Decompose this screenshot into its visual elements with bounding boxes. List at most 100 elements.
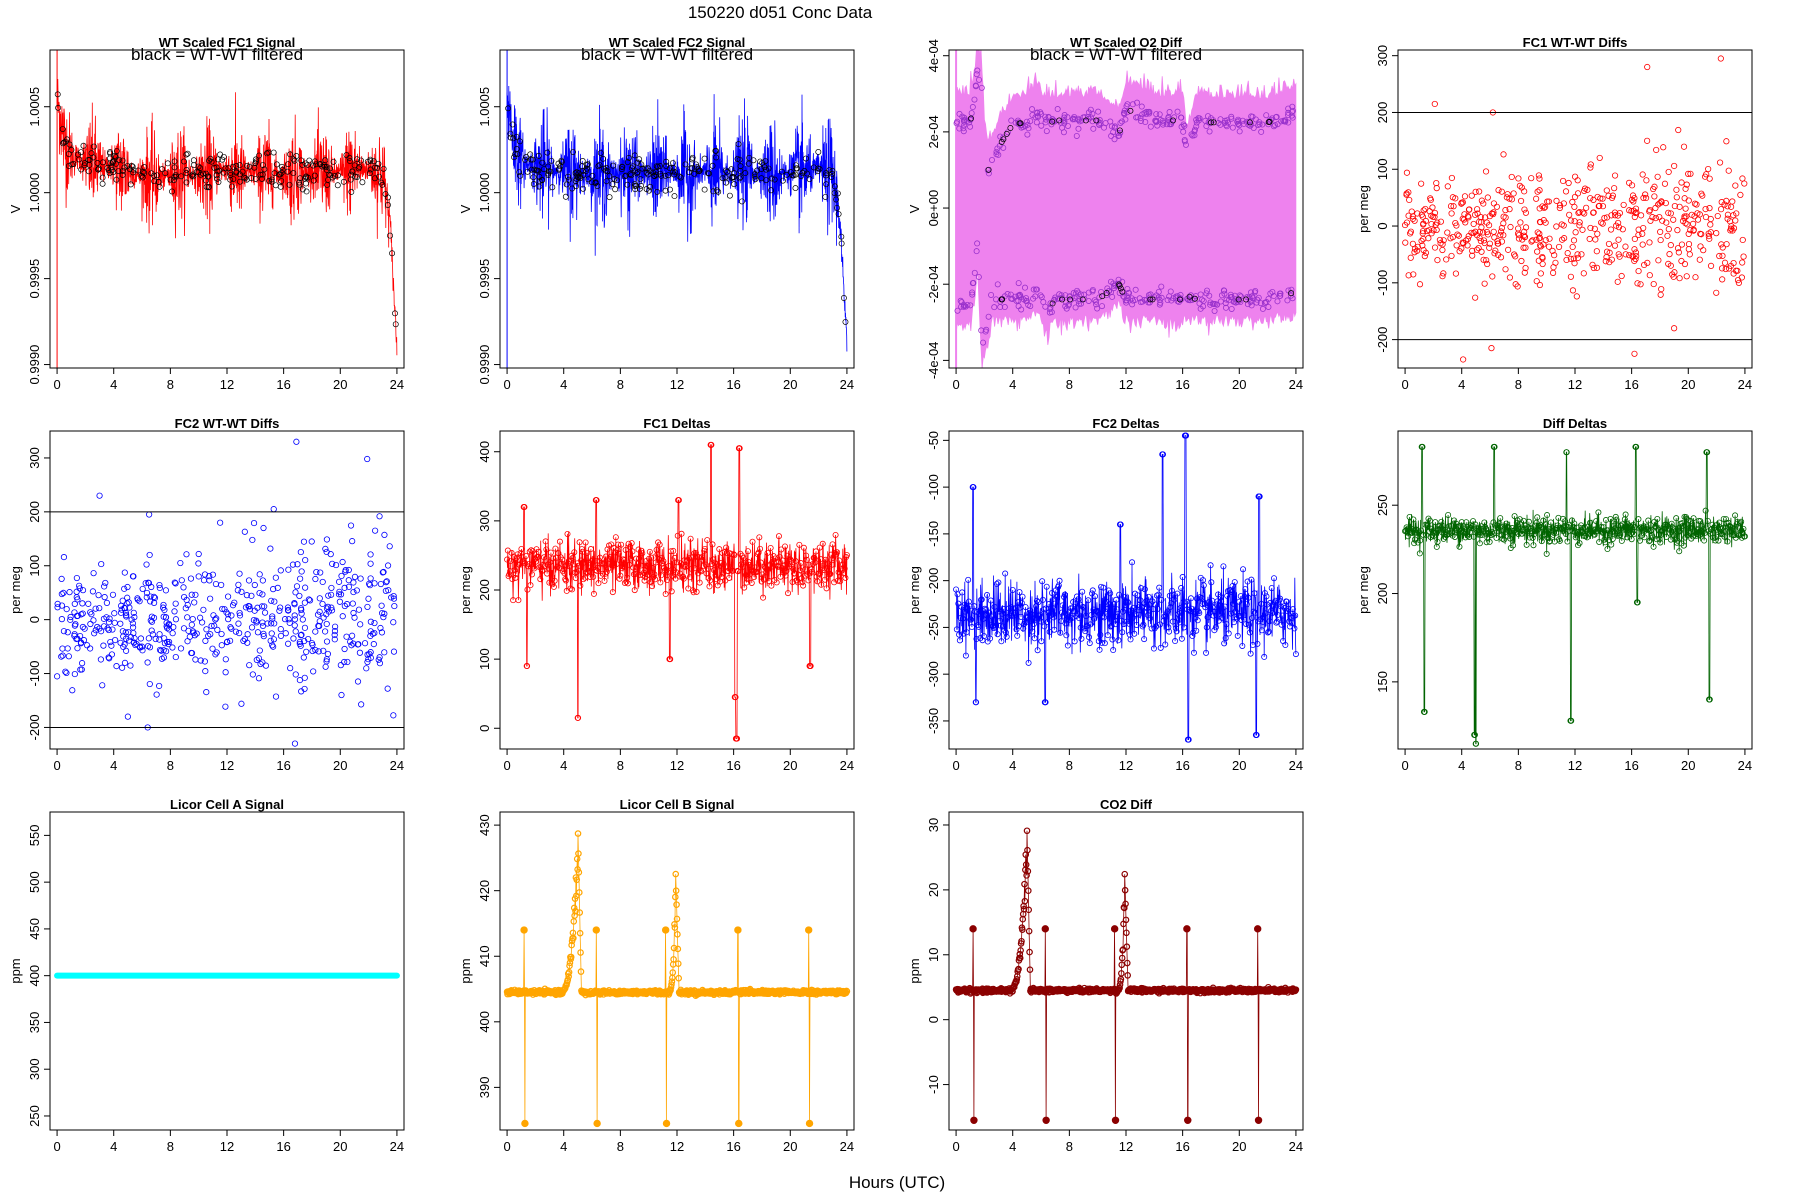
- data-point: [335, 591, 343, 598]
- data-point: [1605, 240, 1613, 248]
- data-point: [218, 630, 225, 638]
- data-point: [1119, 629, 1126, 636]
- filtered-point: [119, 167, 126, 174]
- data-point: [669, 969, 677, 976]
- data-point: [1198, 595, 1205, 602]
- filtered-point: [266, 177, 273, 184]
- envelope-point: [1018, 121, 1025, 128]
- x-tick-label: 4: [1458, 377, 1465, 392]
- data-point: [1698, 231, 1705, 238]
- data-point: [1654, 173, 1661, 180]
- data-point: [1015, 623, 1022, 630]
- filtered-point: [823, 181, 830, 188]
- data-point: [355, 606, 363, 613]
- data-point: [1538, 523, 1545, 530]
- data-point: [1734, 277, 1742, 284]
- data-point: [1167, 603, 1174, 610]
- filtered-point: [705, 170, 711, 177]
- data-point: [1556, 204, 1563, 212]
- filtered-point: [233, 163, 240, 169]
- envelope-point: [989, 157, 996, 164]
- data-point: [745, 559, 752, 566]
- data-point: [1085, 634, 1092, 641]
- data-point: [1189, 633, 1196, 640]
- data-point: [259, 659, 266, 666]
- data-point: [187, 575, 195, 582]
- data-point: [150, 593, 158, 600]
- data-point: [1177, 605, 1184, 612]
- filtered-point: [257, 171, 264, 178]
- filtered-point: [771, 176, 778, 183]
- data-point: [1665, 209, 1672, 216]
- envelope-point: [1164, 297, 1171, 304]
- data-point: [621, 557, 628, 564]
- data-point: [704, 537, 711, 544]
- data-point: [1501, 524, 1508, 531]
- data-point: [138, 643, 146, 650]
- data-point: [1516, 182, 1523, 189]
- data-point: [1520, 232, 1528, 239]
- data-point: [665, 562, 672, 569]
- x-tick-label: 8: [1066, 377, 1073, 392]
- data-point: [698, 568, 705, 575]
- data-point: [1146, 601, 1153, 608]
- data-point: [1655, 201, 1662, 208]
- envelope-point: [958, 303, 965, 310]
- envelope-point: [1187, 292, 1194, 299]
- data-point: [1628, 196, 1636, 203]
- data-point: [1034, 647, 1041, 654]
- data-point: [1722, 527, 1729, 534]
- filtered-point: [580, 172, 587, 178]
- envelope-point: [1029, 112, 1036, 119]
- data-point: [289, 561, 297, 568]
- data-point: [1616, 209, 1623, 217]
- plot-area: [503, 830, 851, 1128]
- outlier-point: [96, 492, 103, 499]
- data-point: [621, 580, 628, 587]
- data-point: [151, 594, 159, 602]
- data-point: [79, 623, 87, 631]
- data-point: [1207, 562, 1214, 569]
- filtered-point: [219, 156, 226, 163]
- data-point: [297, 575, 304, 582]
- y-tick-label: 420: [477, 880, 492, 902]
- envelope-point: [1175, 299, 1182, 306]
- data-point: [693, 588, 700, 595]
- filtered-point: [99, 174, 106, 181]
- data-point: [1104, 632, 1111, 639]
- envelope-point: [1012, 293, 1019, 300]
- y-tick-label: 1.0000: [27, 173, 42, 213]
- filtered-point: [1093, 117, 1100, 124]
- data-point: [658, 572, 665, 579]
- filtered-point: [768, 175, 775, 182]
- data-point: [1611, 522, 1618, 529]
- filtered-point: [618, 166, 625, 173]
- data-point: [1281, 605, 1288, 612]
- data-point: [1602, 517, 1609, 524]
- data-point: [1714, 212, 1721, 220]
- data-point: [1738, 274, 1745, 281]
- data-point: [1166, 592, 1173, 599]
- data-point: [581, 559, 588, 566]
- envelope-point: [969, 104, 976, 111]
- data-point: [236, 570, 243, 577]
- data-point: [117, 620, 124, 627]
- data-point: [225, 616, 232, 623]
- data-point: [1234, 632, 1241, 639]
- filtered-point: [651, 173, 658, 180]
- envelope-point: [995, 151, 1002, 158]
- data-point: [342, 567, 349, 574]
- data-point: [1132, 610, 1139, 617]
- y-tick-label: 500: [27, 871, 42, 893]
- data-point: [1502, 266, 1509, 273]
- filtered-point: [701, 155, 708, 162]
- data-point: [143, 561, 150, 568]
- filtered-point: [763, 177, 770, 184]
- data-point: [195, 560, 202, 567]
- data-point: [1405, 272, 1412, 279]
- data-point: [1203, 649, 1210, 656]
- data-point: [1537, 219, 1544, 226]
- data-point: [144, 642, 152, 650]
- data-point: [354, 641, 361, 648]
- data-point: [308, 538, 315, 545]
